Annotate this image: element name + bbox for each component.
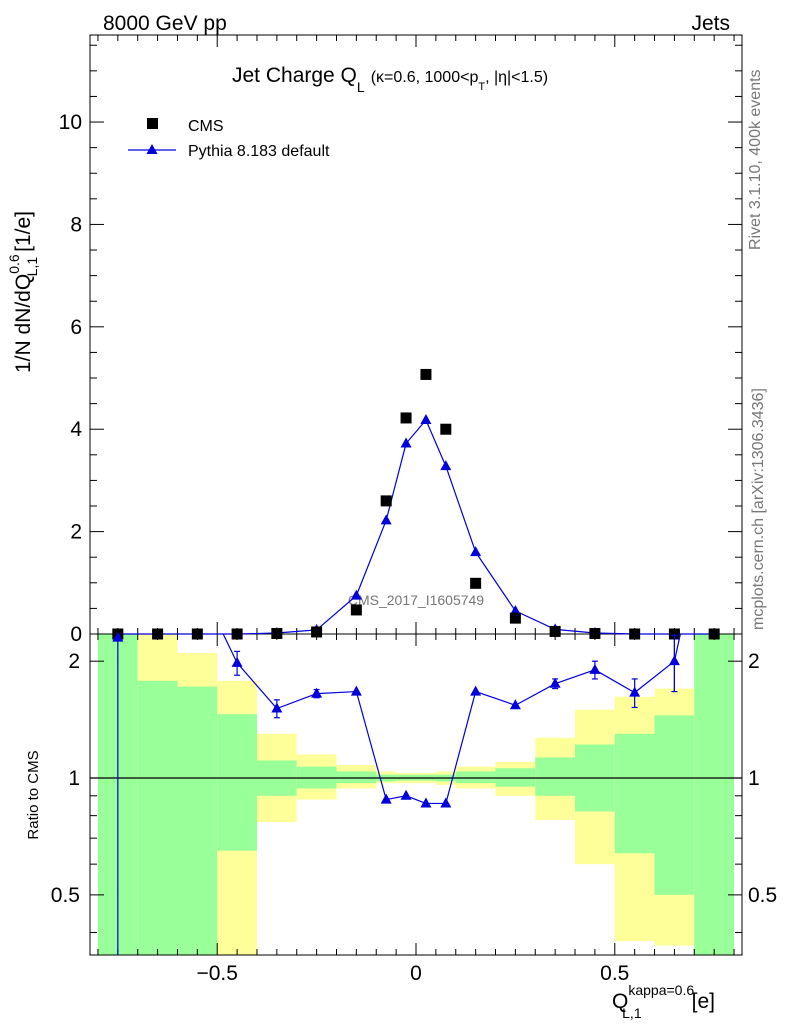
header-right: Jets <box>691 12 730 35</box>
band-inner-16 <box>654 715 695 895</box>
pythia-point <box>470 546 482 557</box>
cms-point <box>440 423 452 435</box>
cms-point <box>549 625 561 637</box>
ratio-point <box>509 699 521 710</box>
x-tick-label: 0.5 <box>600 962 629 985</box>
cms-point <box>350 604 362 616</box>
ratio-point <box>440 797 452 808</box>
cms-point <box>509 612 521 624</box>
pythia-point <box>440 460 452 471</box>
ratio-y-tick-label-right: 1 <box>748 767 760 790</box>
ratio-point <box>668 655 680 666</box>
ratio-y-tick-label-right: 0.5 <box>748 884 777 907</box>
band-inner-15 <box>614 733 655 854</box>
rivet-label: Rivet 3.1.10, 400k events <box>747 69 764 250</box>
band-inner-6 <box>336 771 377 784</box>
legend: CMS Pythia 8.183 default <box>128 118 330 160</box>
ratio-point <box>112 631 124 642</box>
ratio-y-tick-label: 1 <box>68 767 80 790</box>
svg-text:1/N dN/dQ0.6L,1[1/e]: 1/N dN/dQ0.6 L,1[1/e] <box>6 211 40 373</box>
main-y-tick-label: 8 <box>70 213 82 236</box>
cms-point <box>420 368 432 380</box>
ratio-point <box>420 797 432 808</box>
ratio-offscale-line <box>222 633 238 664</box>
x-axis-title: Qkappa=0.6 L,1 [e] <box>612 982 715 1021</box>
watermark: CMS_2017_I1605749 <box>348 592 484 608</box>
main-ylabel: 1/N dN/dQ0.6 L,1[1/e] <box>6 211 40 373</box>
mcplots-label: mcplots.cern.ch [arXiv:1306.3436] <box>750 388 767 630</box>
cms-point <box>231 628 243 640</box>
cms-point <box>311 626 323 638</box>
ratio-point <box>400 789 412 800</box>
ratio-y-tick-label: 0.5 <box>51 884 80 907</box>
ratio-point <box>470 685 482 696</box>
header-left: 8000 GeV pp <box>103 12 227 35</box>
cms-point <box>400 412 412 424</box>
ratio-line <box>236 660 675 805</box>
pythia-point <box>350 589 362 600</box>
main-title: Jet Charge QL(κ=0.6, 1000<pT, |η|<1.5) <box>232 64 548 95</box>
main-series-layer <box>112 368 720 640</box>
pythia-point <box>420 413 432 424</box>
legend-cms-label: CMS <box>188 118 224 135</box>
ratio-band-layer <box>90 634 742 955</box>
cms-point <box>271 627 283 639</box>
ratio-point <box>311 687 323 698</box>
tick-layer: −0.5 0 0.5 0 2 4 6 8 10 0.5 0.5 1 1 2 2 <box>51 35 777 985</box>
legend-pythia-label: Pythia 8.183 default <box>188 143 330 160</box>
cms-point <box>152 628 164 640</box>
ratio-point <box>271 702 283 713</box>
ratio-point <box>549 677 561 688</box>
cms-point <box>589 627 601 639</box>
cms-point <box>708 628 720 640</box>
ratio-point <box>589 663 601 674</box>
band-inner-3 <box>217 714 257 851</box>
ratio-y-tick-label: 2 <box>68 650 80 673</box>
x-tick-label: −0.5 <box>196 962 237 985</box>
main-y-tick-label: 10 <box>59 111 82 134</box>
ratio-point <box>380 793 392 804</box>
pythia-point <box>509 604 521 615</box>
main-y-tick-label: 2 <box>70 521 82 544</box>
ratio-offscale-line <box>673 633 681 662</box>
band-inner-2 <box>177 686 218 955</box>
legend-pythia-marker <box>146 144 158 154</box>
ratio-point <box>231 656 243 667</box>
cms-point <box>629 628 641 640</box>
band-inner-1 <box>137 680 178 955</box>
pythia-line <box>117 418 715 635</box>
ratio-point <box>629 686 641 697</box>
main-y-tick-label: 0 <box>70 623 82 646</box>
main-y-tick-label: 6 <box>70 316 82 339</box>
cms-point <box>380 495 392 507</box>
pythia-point <box>380 514 392 525</box>
legend-cms-marker <box>147 118 158 129</box>
cms-point <box>470 577 482 589</box>
band-inner-17 <box>694 634 735 955</box>
ratio-series-layer <box>112 631 681 955</box>
ratio-ylabel: Ratio to CMS <box>25 750 42 839</box>
band-inner-11 <box>455 771 496 784</box>
pythia-point <box>400 437 412 448</box>
band-inner-13 <box>535 757 576 796</box>
ratio-y-tick-label-right: 2 <box>748 650 760 673</box>
ratio-point <box>350 685 362 696</box>
main-y-tick-label: 4 <box>70 418 82 441</box>
cms-point <box>191 628 203 640</box>
x-tick-label: 0 <box>410 962 422 985</box>
